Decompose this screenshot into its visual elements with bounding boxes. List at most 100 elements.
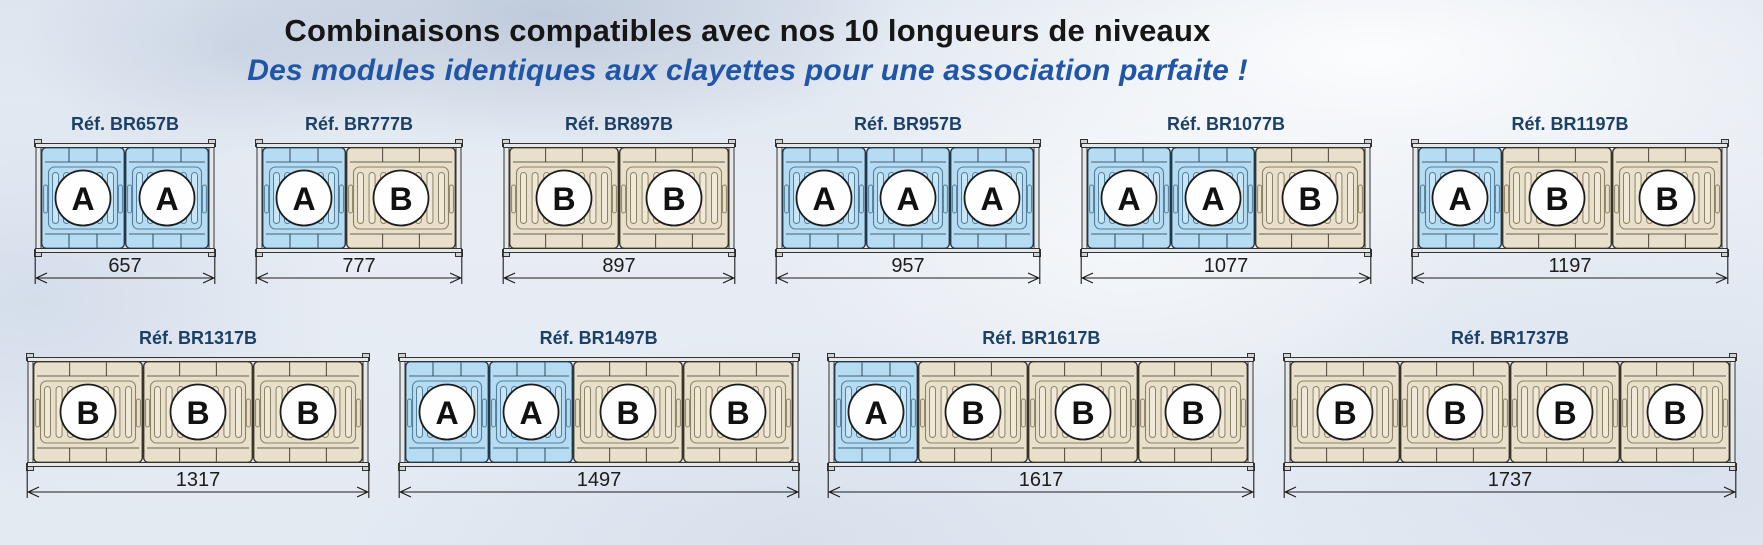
shelf-frame: [1282, 353, 1737, 471]
module-b: B: [508, 146, 619, 249]
dimension-label: 777: [342, 255, 375, 277]
combos-row-2: Réf. BR1317B B B B 1317 Réf. BR1497B A A B B 1497 R…: [0, 328, 1763, 502]
module-badge-circle: [1426, 383, 1484, 441]
module-letter: B: [1072, 395, 1095, 431]
combo-ref-label: Réf. BR1077B: [1166, 114, 1286, 134]
module-a: A: [1086, 146, 1171, 249]
combo-ref-label: Réf. BR1317B: [138, 328, 258, 348]
shelf-frame: [397, 353, 800, 471]
module-badge-circle: [169, 383, 227, 441]
module-badge-circle: [963, 169, 1021, 227]
combo-777: Réf. BR777B A B 777: [255, 114, 463, 288]
module-badge-circle: [709, 383, 767, 441]
module-letter: B: [552, 181, 575, 217]
module-letter: A: [896, 181, 919, 217]
module-a: A: [124, 146, 209, 249]
combo-957: Réf. BR957B A A A 957: [775, 114, 1041, 288]
module-b: B: [345, 146, 456, 249]
shelf-frame: [255, 139, 463, 257]
module-badge-circle: [275, 169, 333, 227]
module-badge-circle: [1536, 383, 1594, 441]
module-letter: B: [726, 395, 749, 431]
shelf-frame: [34, 139, 216, 257]
module-b: B: [1028, 360, 1139, 463]
dimension-line: 897: [502, 253, 736, 284]
dimension-label: 1077: [1204, 255, 1249, 277]
combo-ref-label: Réf. BR1617B: [982, 328, 1101, 348]
module-a: A: [1417, 146, 1502, 249]
module-letter: A: [155, 181, 178, 217]
module-badge-circle: [1638, 169, 1696, 227]
combo-ref-label: Réf. BR957B: [853, 114, 963, 134]
module-letter: B: [296, 395, 319, 431]
module-letter: A: [865, 395, 888, 431]
module-badge-circle: [795, 169, 853, 227]
module-letter: A: [519, 395, 542, 431]
module-b: B: [32, 360, 143, 463]
module-letter: A: [71, 181, 94, 217]
module-b: B: [1619, 360, 1730, 463]
module-b: B: [1501, 146, 1612, 249]
dimension-label: 1197: [1548, 255, 1591, 277]
module-letter: A: [980, 181, 1003, 217]
combo-1317: Réf. BR1317B B B B 1317: [26, 328, 370, 502]
page-title: Combinaisons compatibles avec nos 10 lon…: [284, 13, 1211, 48]
module-letter: B: [962, 395, 985, 431]
combo-diagram: A A 657: [34, 139, 216, 284]
module-a: A: [261, 146, 346, 249]
module-badge-circle: [1431, 169, 1489, 227]
combo-diagram: B B 897: [502, 139, 736, 284]
module-badge-circle: [1646, 383, 1704, 441]
module-b: B: [1254, 146, 1365, 249]
combo-diagram: A B B B 1617: [827, 353, 1256, 498]
module-a: A: [404, 360, 489, 463]
module-letter: B: [662, 181, 685, 217]
combo-ref-label: Réf. BR657B: [70, 114, 180, 134]
combo-ref-label: Réf. BR897B: [564, 114, 674, 134]
module-b: B: [142, 360, 253, 463]
module-badge-circle: [279, 383, 337, 441]
dimension-label: 1497: [576, 469, 621, 491]
module-b: B: [572, 360, 683, 463]
combo-1617: Réf. BR1617B A B B B 1617: [827, 328, 1256, 502]
dimension-line: 1617: [827, 467, 1255, 498]
dimension-label: 1317: [176, 469, 221, 491]
combo-diagram: A B B 1197: [1411, 139, 1729, 284]
combo-1497: Réf. BR1497B A A B B 1497: [397, 328, 800, 502]
combo-diagram: A A A 957: [775, 139, 1041, 284]
dimension-line: 1317: [26, 467, 370, 498]
module-badge-circle: [372, 169, 430, 227]
module-b: B: [1138, 360, 1249, 463]
combo-diagram: A B 777: [255, 139, 463, 284]
module-letter: A: [1448, 181, 1471, 217]
module-letter: A: [435, 395, 458, 431]
combo-diagram: A A B 1077: [1080, 139, 1372, 284]
module-letter: A: [1201, 181, 1224, 217]
module-letter: B: [1553, 395, 1576, 431]
module-letter: B: [1545, 181, 1568, 217]
module-badge-circle: [1184, 169, 1242, 227]
module-letter: B: [1333, 395, 1356, 431]
module-badge-circle: [418, 383, 476, 441]
dimension-label: 957: [891, 255, 924, 277]
module-letter: B: [616, 395, 639, 431]
combo-ref-label: Réf. BR1497B: [539, 328, 658, 348]
module-b: B: [1399, 360, 1510, 463]
dimension-label: 1737: [1488, 469, 1533, 491]
combo-1077: Réf. BR1077B A A B 1077: [1080, 114, 1372, 288]
module-badge-circle: [879, 169, 937, 227]
module-letter: B: [1182, 395, 1205, 431]
combos-row-1: Réf. BR657B A A 657 Réf. BR777B A B 777 Réf. BR8…: [0, 114, 1763, 288]
module-b: B: [1509, 360, 1620, 463]
dimension-line: 1737: [1283, 467, 1737, 498]
module-badge-circle: [535, 169, 593, 227]
module-a: A: [488, 360, 573, 463]
module-badge-circle: [645, 169, 703, 227]
module-letter: B: [1655, 181, 1678, 217]
module-badge-circle: [59, 383, 117, 441]
dimension-line: 957: [775, 253, 1041, 284]
module-letter: A: [812, 181, 835, 217]
header: Combinaisons compatibles avec nos 10 lon…: [0, 0, 1763, 88]
dimension-line: 1497: [398, 467, 800, 498]
dimension-line: 777: [255, 253, 463, 284]
